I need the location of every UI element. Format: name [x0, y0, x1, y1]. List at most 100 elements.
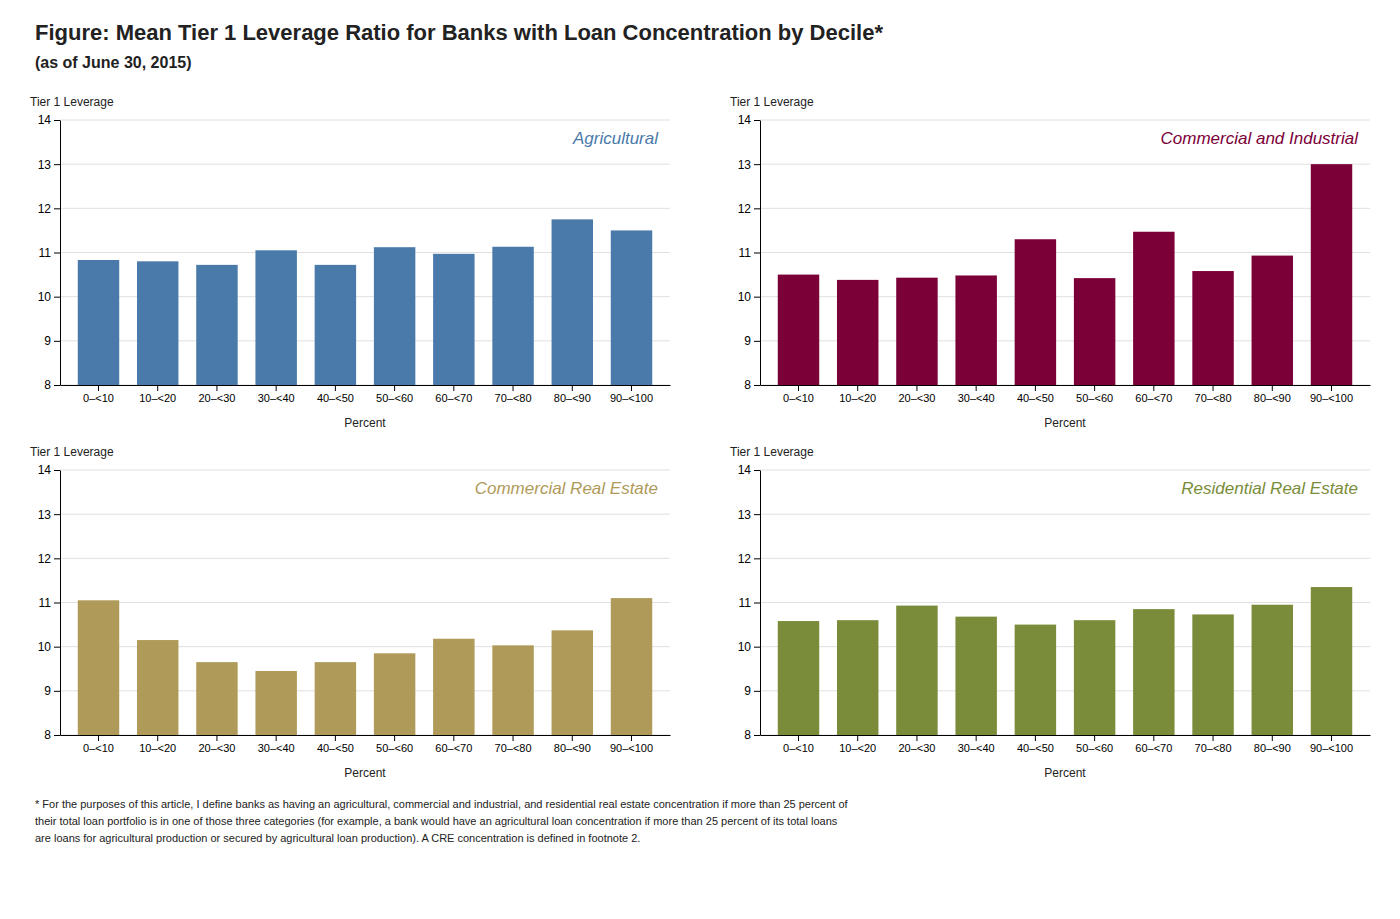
x-tick: 30–<40 [258, 735, 295, 754]
bar [374, 247, 415, 385]
x-tick-mark [1331, 735, 1332, 741]
x-tick-mark [335, 385, 336, 391]
grid-line [60, 558, 670, 559]
bar [611, 598, 652, 735]
y-axis-label: Tier 1 Leverage [30, 95, 114, 109]
x-tick: 0–<10 [783, 735, 814, 754]
x-tick-mark [1153, 385, 1154, 391]
panel-title: Agricultural [572, 129, 659, 148]
bars [78, 598, 652, 735]
y-tick-mark [754, 647, 760, 648]
y-axis: 891011121314 [38, 113, 61, 392]
bar [196, 265, 237, 385]
x-tick-mark [976, 385, 977, 391]
y-tick: 11 [39, 246, 60, 260]
x-tick-label: 80–<90 [554, 742, 591, 754]
bar [196, 662, 237, 735]
y-tick: 12 [38, 202, 60, 216]
x-tick-label: 30–<40 [958, 392, 995, 404]
y-tick: 10 [738, 640, 760, 654]
grid-line [760, 208, 1370, 209]
bar [1311, 164, 1352, 385]
bar [955, 617, 996, 735]
x-tick-label: 60–<70 [1135, 742, 1172, 754]
x-tick-mark [1213, 385, 1214, 391]
y-tick: 11 [739, 246, 760, 260]
x-tick: 40–<50 [1017, 735, 1054, 754]
panel-title: Commercial and Industrial [1161, 129, 1360, 148]
x-tick: 40–<50 [317, 385, 354, 404]
x-tick-label: 70–<80 [495, 742, 532, 754]
bar [315, 662, 356, 735]
y-tick: 9 [44, 684, 60, 698]
x-tick-mark [216, 735, 217, 741]
y-tick: 9 [744, 684, 760, 698]
x-tick-label: 40–<50 [1017, 742, 1054, 754]
y-tick-mark [754, 297, 760, 298]
x-tick-label: 70–<80 [1195, 742, 1232, 754]
y-tick-mark [754, 514, 760, 515]
x-tick: 10–<20 [139, 735, 176, 754]
y-tick-mark [54, 120, 60, 121]
y-tick: 10 [38, 290, 60, 304]
x-axis-line [61, 385, 671, 386]
bar [955, 275, 996, 385]
y-tick-label: 11 [739, 596, 752, 610]
bar [1074, 620, 1115, 735]
x-tick: 70–<80 [495, 385, 532, 404]
bar [374, 653, 415, 735]
y-tick: 10 [38, 640, 60, 654]
x-tick: 80–<90 [554, 385, 591, 404]
x-tick-mark [1035, 735, 1036, 741]
y-tick: 13 [738, 508, 760, 522]
x-tick: 10–<20 [139, 385, 176, 404]
x-tick: 20–<30 [198, 735, 235, 754]
bar [1133, 232, 1174, 385]
bar [433, 639, 474, 735]
x-tick-label: 60–<70 [1135, 392, 1172, 404]
bar [137, 261, 178, 385]
bars [78, 219, 652, 385]
x-tick-label: 80–<90 [1254, 392, 1291, 404]
x-tick-label: 40–<50 [317, 742, 354, 754]
y-tick-label: 13 [38, 158, 52, 172]
y-tick-mark [54, 558, 60, 559]
bar [78, 600, 119, 735]
x-tick-label: 60–<70 [435, 742, 472, 754]
bar [778, 621, 819, 735]
bar [1192, 614, 1233, 735]
x-tick-label: 80–<90 [1254, 742, 1291, 754]
y-tick-mark [754, 208, 760, 209]
x-tick-label: 50–<60 [1076, 742, 1113, 754]
bar [1311, 587, 1352, 735]
x-tick-label: 10–<20 [139, 392, 176, 404]
y-tick-label: 12 [738, 202, 752, 216]
x-tick: 90–<100 [610, 385, 653, 404]
grid-line [60, 514, 670, 515]
y-tick-mark [54, 297, 60, 298]
x-axis-line [761, 385, 1371, 386]
x-axis: 0–<1010–<2020–<3030–<4040–<5050–<6060–<7… [61, 735, 671, 754]
y-tick-label: 10 [738, 290, 752, 304]
bars [778, 587, 1352, 735]
y-tick: 11 [39, 596, 60, 610]
y-tick-label: 10 [738, 640, 752, 654]
bar [1015, 625, 1056, 735]
x-tick: 40–<50 [317, 735, 354, 754]
x-tick: 90–<100 [1310, 385, 1353, 404]
panel: 8910111213140–<1010–<2020–<3030–<4040–<5… [30, 445, 671, 919]
grid-line [760, 602, 1370, 603]
x-tick: 30–<40 [958, 385, 995, 404]
y-tick-label: 8 [744, 728, 751, 742]
x-tick: 60–<70 [1135, 385, 1172, 404]
y-tick-mark [754, 558, 760, 559]
x-tick: 0–<10 [783, 385, 814, 404]
x-tick-mark [335, 735, 336, 741]
x-tick: 80–<90 [554, 735, 591, 754]
y-axis-line [60, 121, 61, 386]
bar [837, 620, 878, 735]
y-tick-label: 10 [38, 290, 52, 304]
footnote-line: their total loan portfolio is in one of … [35, 815, 838, 827]
y-tick-label: 13 [738, 158, 752, 172]
y-tick: 12 [738, 552, 760, 566]
